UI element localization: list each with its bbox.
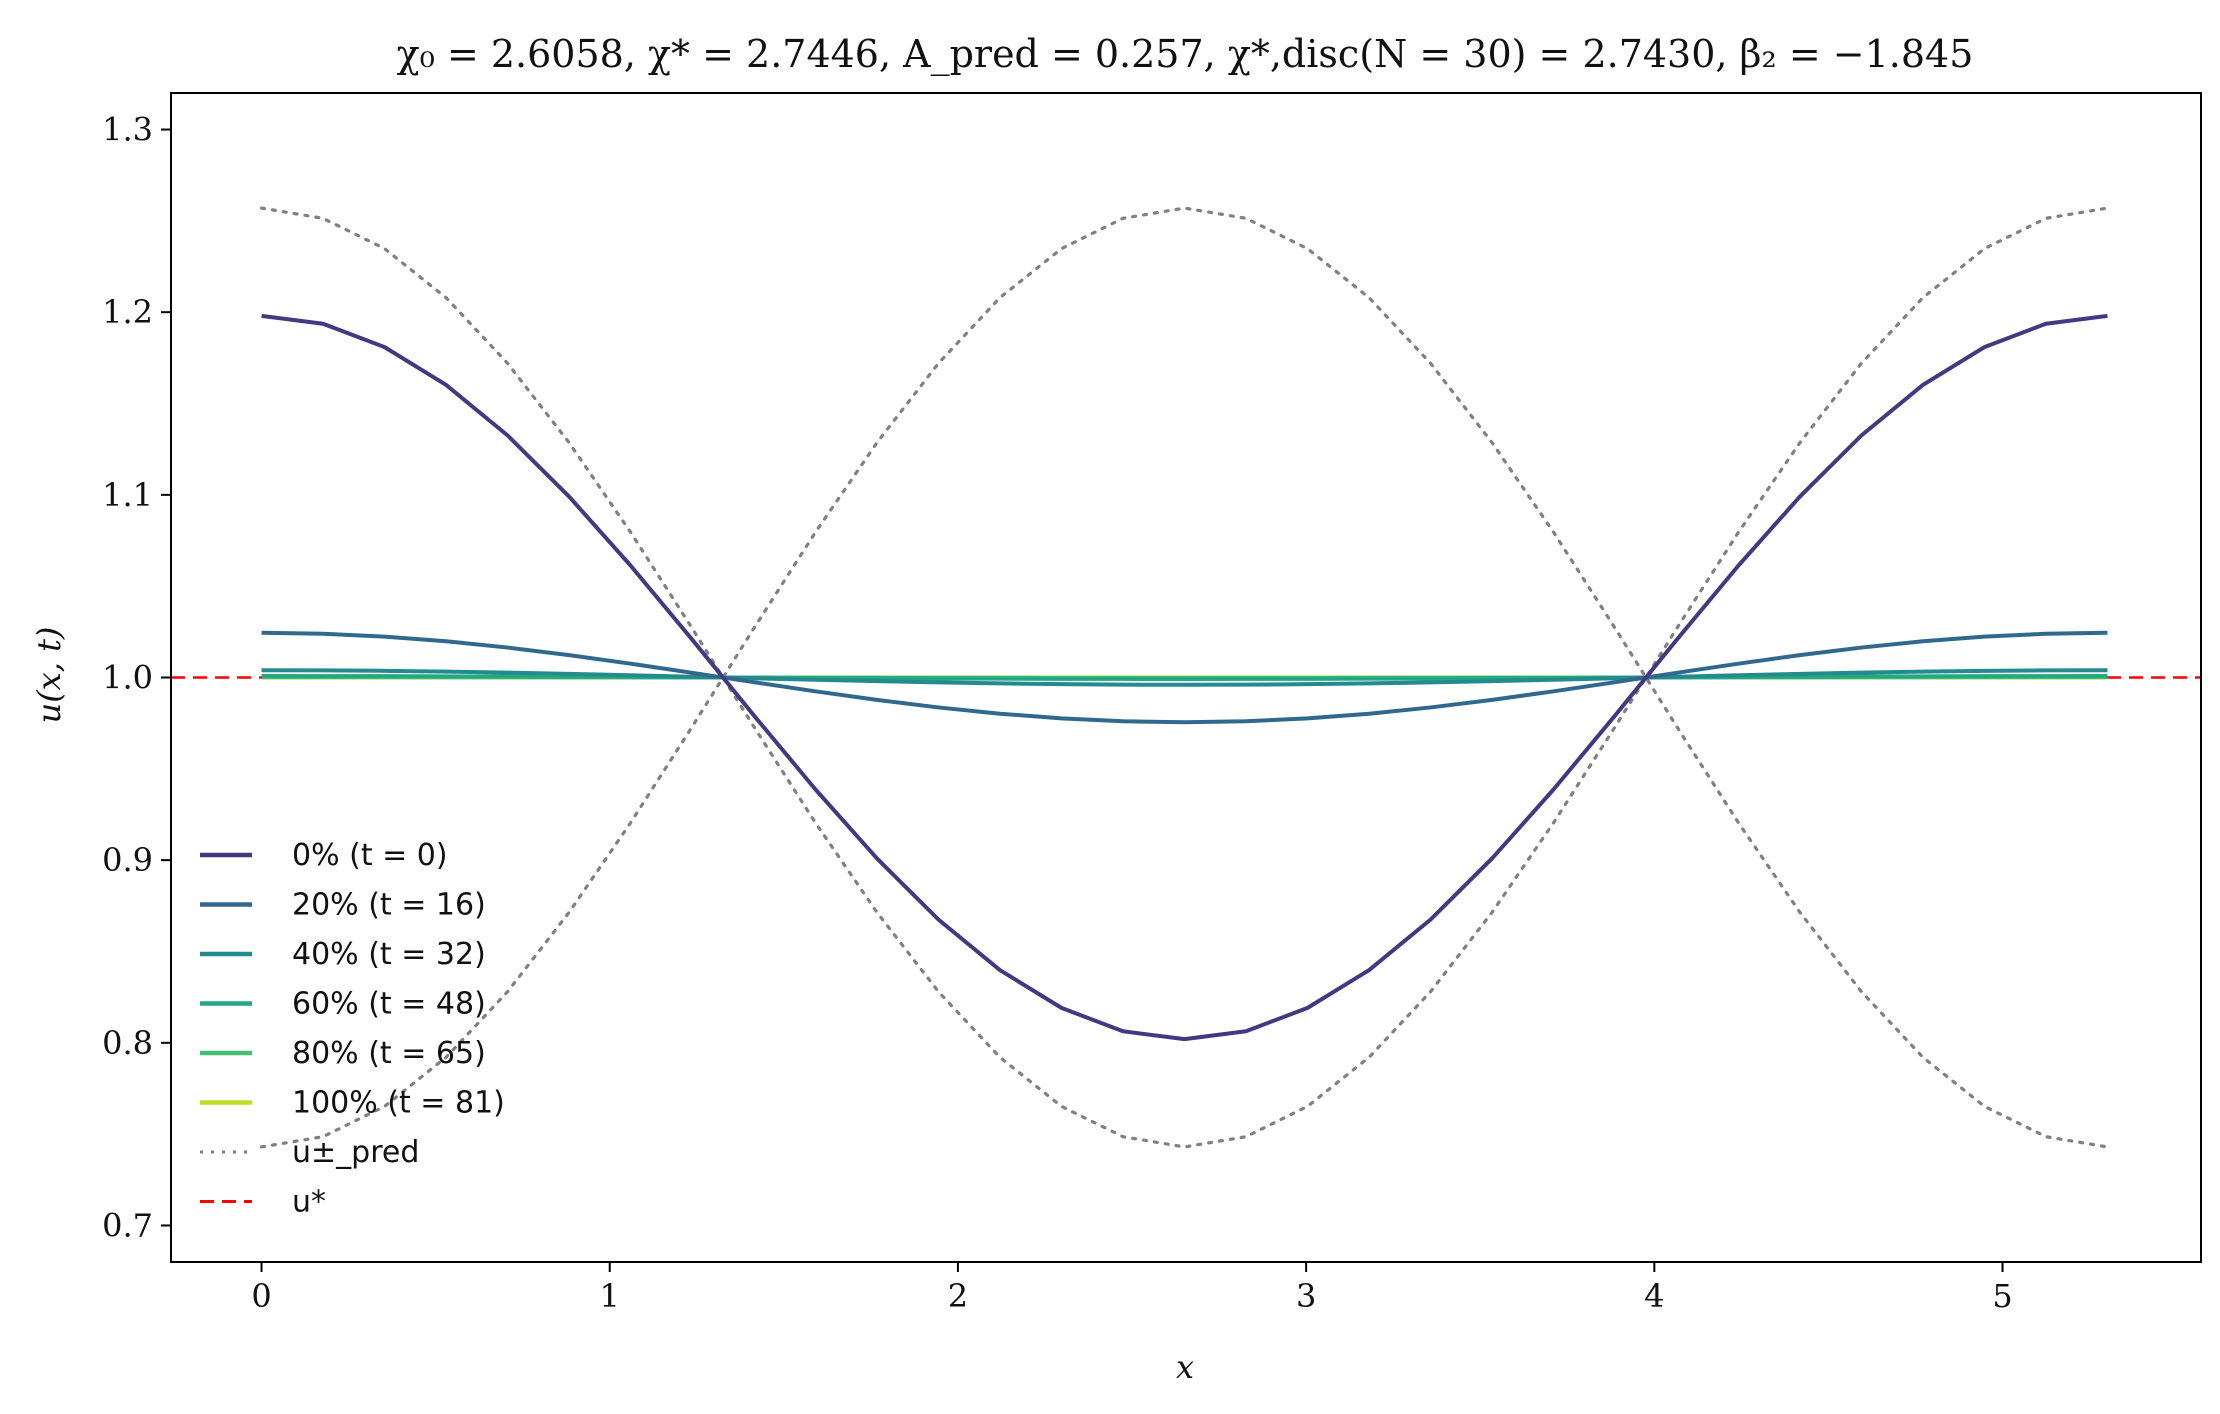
chart-title: χ₀ = 2.6058, χ* = 2.7446, A_pred = 0.257… — [397, 32, 1974, 77]
y-tick-label: 1.1 — [102, 476, 153, 514]
x-tick-label: 5 — [1992, 1277, 2012, 1315]
legend-label: 80% (t = 65) — [292, 1036, 486, 1071]
x-tick-label: 1 — [600, 1277, 620, 1315]
curves — [171, 206, 2201, 1149]
x-axis-label: x — [1176, 1348, 1194, 1386]
axis-layer: 0 1 2 3 4 5 0.7 0.8 0.9 1.0 1.1 1.2 1.3 — [102, 92, 2202, 1315]
legend-label: 60% (t = 48) — [292, 987, 486, 1022]
y-tick-label: 0.8 — [102, 1024, 153, 1062]
legend: 0% (t = 0) 20% (t = 16) 40% (t = 32) 60% (t… — [200, 838, 505, 1220]
x-tick-label: 2 — [948, 1277, 968, 1315]
x-tick-label: 3 — [1296, 1277, 1316, 1315]
legend-label: 20% (t = 16) — [292, 888, 486, 923]
series-line-u-pred-minus — [259, 206, 2110, 1149]
y-axis-label: u(x, t) — [30, 627, 68, 724]
series-line-1 — [261, 630, 2108, 725]
y-tick-label: 1.2 — [102, 293, 153, 331]
y-tick-label: 0.9 — [102, 841, 153, 879]
plot-layer — [171, 206, 2201, 1149]
series-line-u-pred-plus — [259, 206, 2110, 1149]
legend-label: 0% (t = 0) — [292, 838, 448, 873]
legend-label: u±_pred — [292, 1135, 419, 1170]
legend-label: 40% (t = 32) — [292, 937, 486, 972]
series-line-2 — [261, 668, 2108, 687]
series-line-0 — [261, 313, 2108, 1042]
x-tick-label: 0 — [251, 1277, 271, 1315]
legend-label: 100% (t = 81) — [292, 1086, 505, 1121]
y-tick-label: 1.0 — [102, 659, 153, 697]
series-line-3 — [261, 674, 2108, 681]
y-tick-label: 1.3 — [102, 111, 153, 149]
x-tick-label: 4 — [1644, 1277, 1664, 1315]
legend-label: u* — [292, 1185, 326, 1220]
y-tick-label: 0.7 — [102, 1206, 153, 1244]
